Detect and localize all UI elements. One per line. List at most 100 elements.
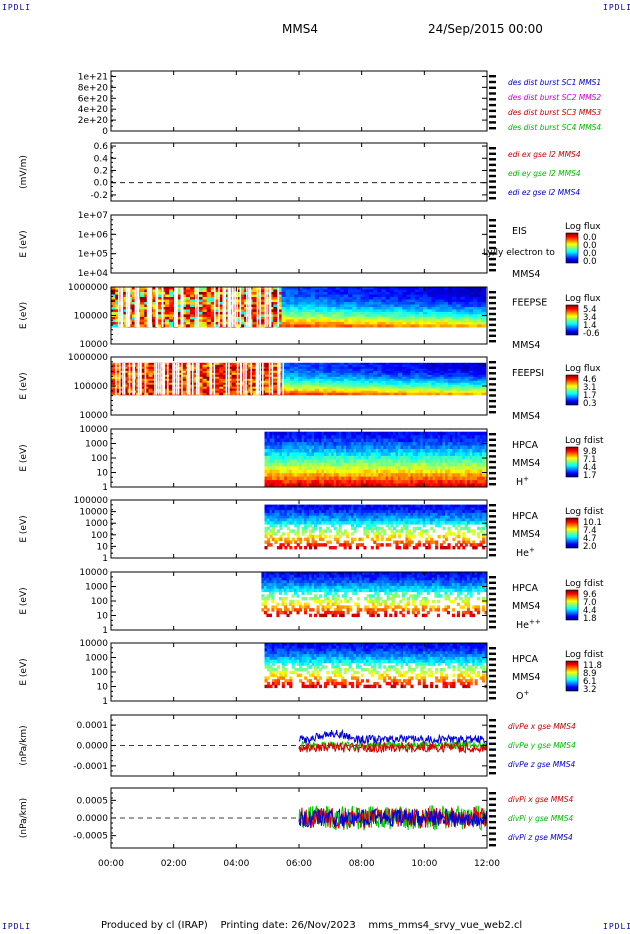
spectrogram-cell: [264, 512, 268, 517]
spectrogram-cell: [269, 529, 273, 533]
spectrogram-cell: [481, 388, 487, 392]
spectrogram-cell: [395, 476, 399, 481]
spectrogram-cell: [402, 292, 407, 296]
spectrogram-cell: [383, 431, 387, 436]
spectrogram-cell: [284, 442, 288, 447]
spectrogram-cell: [264, 529, 268, 533]
spectrogram-cell: [219, 321, 224, 325]
spectrogram-cell: [439, 316, 445, 320]
spectrogram-cell: [123, 380, 129, 384]
spectrogram-cell: [473, 388, 478, 392]
spectrogram-cell: [474, 462, 478, 467]
spectrogram-cell: [356, 466, 360, 471]
spectrogram-cell: [460, 382, 466, 386]
spectrogram-cell: [202, 314, 208, 318]
spectrogram-cell: [368, 378, 374, 382]
spectrogram-cell: [304, 476, 308, 481]
spectrogram-cell: [177, 304, 183, 308]
spectrogram-cell: [415, 476, 419, 481]
spectrogram-cell: [206, 376, 212, 380]
spectrogram-cell: [344, 316, 349, 320]
spectrogram-cell: [385, 452, 389, 457]
data-gap-stripe: [232, 287, 234, 327]
spectrogram-cell: [227, 390, 233, 394]
spectrogram-cell: [440, 442, 444, 447]
spectrogram-cell: [435, 431, 439, 436]
spectrogram-cell: [115, 380, 120, 384]
spectrogram-cell: [281, 521, 285, 525]
spectrogram-cell: [231, 289, 237, 293]
spectrogram-cell: [443, 388, 449, 392]
spectrogram-cell: [467, 462, 471, 467]
spectrogram-cell: [240, 374, 245, 378]
spectrogram-cell: [356, 366, 362, 370]
spectrogram-cell: [319, 392, 324, 396]
spectrogram-cell: [415, 462, 419, 467]
spectrogram-cell: [231, 324, 237, 328]
spectrogram-cell: [327, 307, 333, 311]
spectrogram-cell: [481, 297, 487, 301]
spectrogram-cell: [335, 362, 341, 366]
spectrogram-cell: [198, 297, 204, 301]
spectrogram-cell: [202, 378, 208, 382]
spectrogram-cell: [285, 382, 291, 386]
spectrogram-cell: [474, 459, 478, 464]
spectrogram-cell: [368, 392, 374, 396]
panel-frame: [110, 214, 488, 274]
spectrogram-cell: [339, 316, 345, 320]
spectrogram-cell: [333, 431, 337, 436]
spectrogram-cell: [304, 473, 308, 478]
spectrogram-cell: [474, 455, 478, 460]
spectrogram-cell: [335, 314, 341, 318]
spectrogram-cell: [380, 469, 384, 474]
spectrogram-cell: [198, 376, 204, 380]
spectrogram-cell: [260, 314, 266, 318]
spectrogram-cell: [169, 292, 174, 296]
spectrogram-cell: [468, 324, 474, 328]
spectrogram-cell: [316, 445, 320, 450]
spectrogram-cell: [240, 297, 245, 301]
spectrogram-cell: [388, 438, 392, 443]
spectrogram-cell: [410, 292, 416, 296]
spectrogram-cell: [294, 532, 298, 536]
spectrogram-cell: [140, 321, 145, 325]
spectrogram-cell: [383, 445, 387, 450]
spectrogram-cell: [356, 386, 362, 390]
spectrogram-cell: [469, 483, 473, 487]
spectrogram-cell: [481, 372, 487, 376]
spectrogram-cell: [448, 311, 453, 315]
spectrogram-cell: [432, 459, 436, 464]
spectrogram-cell: [131, 292, 137, 296]
spectrogram-cell: [198, 307, 204, 311]
spectrogram-cell: [443, 314, 449, 318]
spectrogram-cell: [309, 476, 313, 481]
spectrogram-cell: [202, 376, 208, 380]
spectrogram-cell: [456, 299, 462, 303]
spectrogram-cell: [482, 431, 486, 436]
spectrogram-cell: [410, 370, 416, 374]
spectrogram-cell: [294, 370, 299, 374]
spectrogram-cell: [410, 449, 414, 454]
spectrogram-cell: [468, 368, 474, 372]
spectrogram-cell: [123, 366, 129, 370]
spectrogram-cell: [410, 438, 414, 443]
spectrogram-cell: [302, 380, 308, 384]
spectrogram-cell: [298, 376, 303, 380]
spectrogram-cell: [206, 294, 212, 298]
spectrogram-cell: [144, 297, 150, 301]
spectrogram-cell: [398, 483, 402, 487]
spectrogram-cell: [422, 466, 426, 471]
spectrogram-cell: [323, 311, 328, 315]
spectrogram-cell: [375, 480, 379, 485]
spectrogram-cell: [198, 392, 204, 396]
spectrogram-cell: [123, 376, 129, 380]
spectrogram-cell: [335, 307, 341, 311]
spectrogram-cell: [473, 299, 478, 303]
spectrogram-cell: [460, 294, 466, 298]
spectrogram-cell: [427, 431, 431, 436]
spectrogram-cell: [323, 480, 327, 485]
spectrogram-cell: [467, 455, 471, 460]
data-gap-stripe: [262, 362, 264, 395]
spectrogram-cell: [460, 374, 466, 378]
spectrogram-cell: [273, 289, 279, 293]
